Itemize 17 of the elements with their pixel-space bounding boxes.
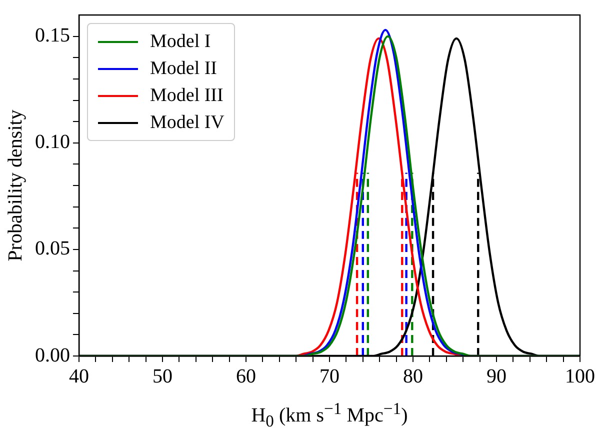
x-tick-label: 50: [152, 365, 172, 388]
x-tick-label: 40: [69, 365, 89, 388]
y-tick-label: 0.15: [35, 24, 70, 47]
y-tick-label: 0.10: [35, 131, 70, 154]
legend-label: Model IV: [150, 112, 224, 134]
x-axis-title: H$_{0}$ (km s$^{−1}$ Mpc$^{−1}$): [250, 399, 409, 432]
y-tick-label: 0.05: [35, 238, 70, 260]
x-tick-label: 90: [486, 365, 506, 388]
y-axis-title: Probability density: [4, 110, 26, 262]
x-tick-label: 80: [403, 365, 423, 388]
legend-label: Model III: [150, 84, 224, 106]
legend-label: Model II: [150, 58, 218, 80]
x-tick-label: 100: [565, 365, 595, 388]
legend-label: Model I: [150, 30, 211, 52]
x-tick-label: 70: [320, 365, 340, 388]
x-tick-label: 60: [236, 365, 256, 388]
y-tick-label: 0.00: [35, 344, 70, 366]
